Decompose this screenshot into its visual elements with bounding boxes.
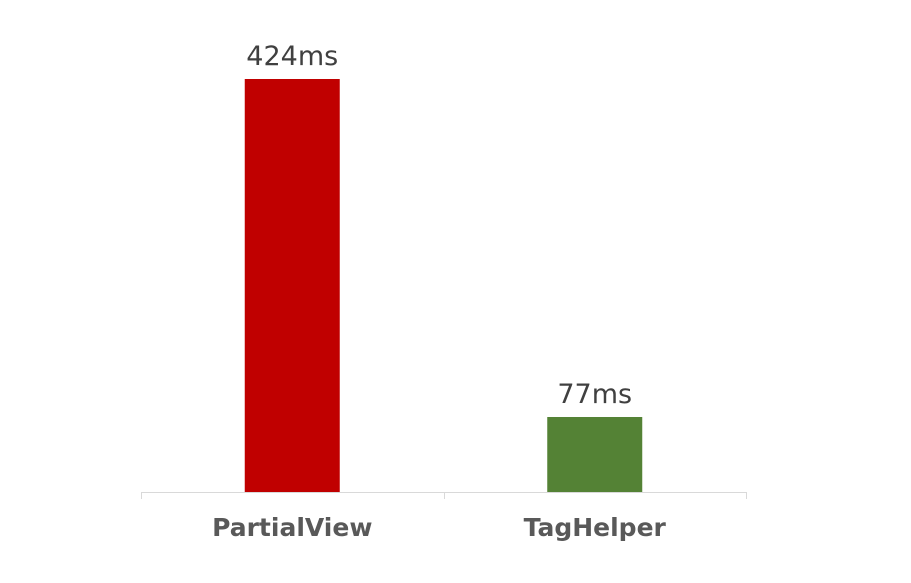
bars-layer <box>244 79 643 492</box>
x-tick-label-partialview: PartialView <box>212 513 372 542</box>
bar-partialview <box>244 79 340 492</box>
x-axis <box>141 492 747 499</box>
x-tick-label-taghelper: TagHelper <box>524 513 667 542</box>
data-label-taghelper: 77ms <box>557 379 632 410</box>
labels-layer: 424ms PartialView 77ms TagHelper <box>212 41 666 542</box>
data-label-partialview: 424ms <box>246 41 338 72</box>
bar-taghelper <box>547 416 643 492</box>
